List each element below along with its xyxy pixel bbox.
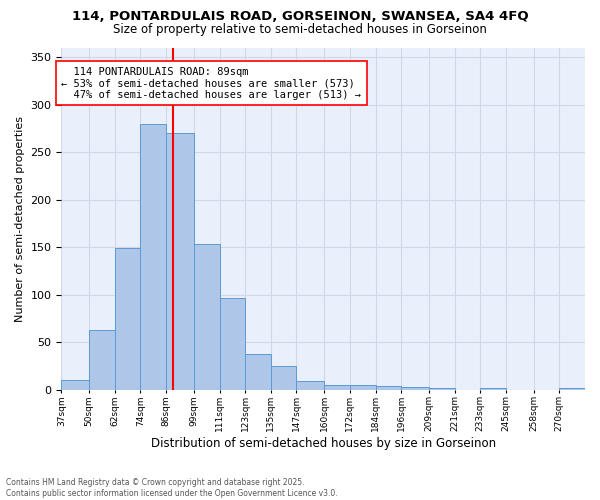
Text: 114, PONTARDULAIS ROAD, GORSEINON, SWANSEA, SA4 4FQ: 114, PONTARDULAIS ROAD, GORSEINON, SWANS…: [71, 10, 529, 23]
Bar: [271, 366, 296, 390]
Text: Contains HM Land Registry data © Crown copyright and database right 2025.
Contai: Contains HM Land Registry data © Crown c…: [6, 478, 338, 498]
Bar: [296, 381, 324, 390]
Bar: [61, 380, 89, 390]
Bar: [245, 354, 271, 390]
Text: Size of property relative to semi-detached houses in Gorseinon: Size of property relative to semi-detach…: [113, 22, 487, 36]
Bar: [115, 248, 140, 390]
Text: 114 PONTARDULAIS ROAD: 89sqm
← 53% of semi-detached houses are smaller (573)
  4: 114 PONTARDULAIS ROAD: 89sqm ← 53% of se…: [61, 66, 361, 100]
Bar: [140, 124, 166, 390]
Bar: [376, 386, 401, 390]
Bar: [220, 298, 245, 390]
Bar: [559, 388, 585, 390]
X-axis label: Distribution of semi-detached houses by size in Gorseinon: Distribution of semi-detached houses by …: [151, 437, 496, 450]
Bar: [194, 244, 220, 390]
Bar: [429, 388, 455, 390]
Y-axis label: Number of semi-detached properties: Number of semi-detached properties: [15, 116, 25, 322]
Bar: [401, 386, 429, 390]
Bar: [324, 385, 350, 390]
Bar: [350, 385, 376, 390]
Bar: [89, 330, 115, 390]
Bar: [166, 133, 194, 390]
Bar: [480, 388, 506, 390]
